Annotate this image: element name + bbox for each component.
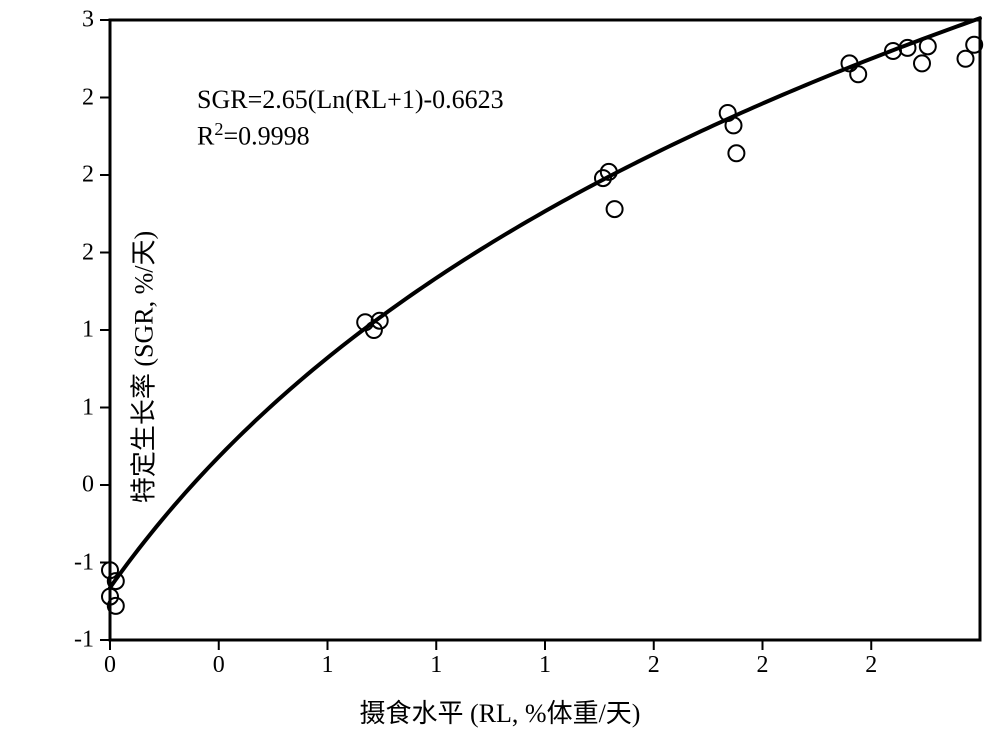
equation-line2-suffix: =0.9998 <box>223 122 309 151</box>
y-tick-label: 2 <box>82 162 94 189</box>
x-tick-label: 0 <box>213 652 225 679</box>
y-tick-label: 2 <box>82 239 94 266</box>
x-tick-label: 2 <box>757 652 769 679</box>
x-tick-label: 1 <box>539 652 551 679</box>
equation-line1: SGR=2.65(Ln(RL+1)-0.6623 <box>197 85 504 114</box>
y-tick-label: -1 <box>74 627 94 654</box>
chart-figure: 特定生长率 (SGR, %/天) 摄食水平 (RL, %体重/天) 001112… <box>0 0 1000 734</box>
x-tick-label: 1 <box>430 652 442 679</box>
y-tick-label: 1 <box>82 394 94 421</box>
y-tick-label: 2 <box>82 84 94 111</box>
y-tick-label: 3 <box>82 7 94 34</box>
x-tick-label: 0 <box>104 652 116 679</box>
equation-line2-prefix: R <box>197 122 214 151</box>
y-tick-label: 0 <box>82 472 94 499</box>
x-tick-label: 2 <box>648 652 660 679</box>
equation-annotation: SGR=2.65(Ln(RL+1)-0.6623 R2=0.9998 <box>197 82 504 154</box>
y-tick-label: -1 <box>74 549 94 576</box>
x-tick-label: 1 <box>322 652 334 679</box>
y-tick-label: 1 <box>82 317 94 344</box>
x-tick-label: 2 <box>865 652 877 679</box>
